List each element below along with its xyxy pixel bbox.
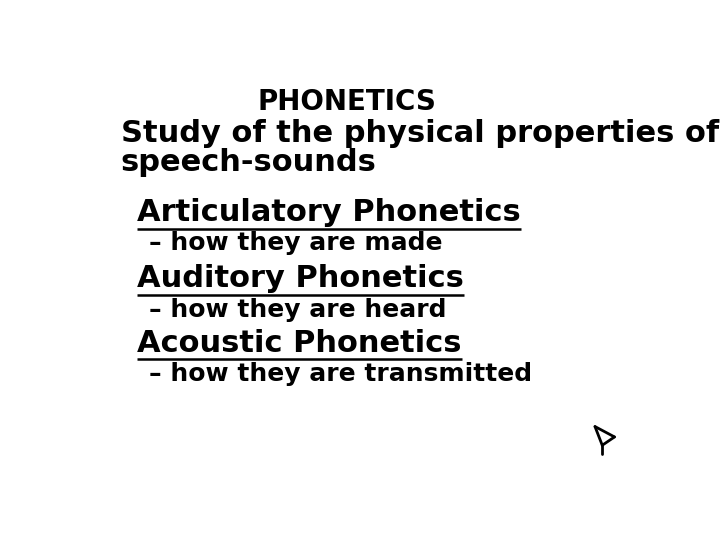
Text: – how they are heard: – how they are heard: [148, 298, 446, 322]
Text: – how they are made: – how they are made: [148, 231, 442, 255]
Text: – how they are transmitted: – how they are transmitted: [148, 362, 531, 386]
Text: Acoustic Phonetics: Acoustic Phonetics: [138, 329, 462, 358]
Text: Study of the physical properties of: Study of the physical properties of: [121, 119, 719, 148]
Text: Articulatory Phonetics: Articulatory Phonetics: [138, 198, 521, 227]
Text: speech-sounds: speech-sounds: [121, 148, 377, 177]
Text: Auditory Phonetics: Auditory Phonetics: [138, 265, 464, 293]
Text: PHONETICS: PHONETICS: [257, 87, 436, 116]
